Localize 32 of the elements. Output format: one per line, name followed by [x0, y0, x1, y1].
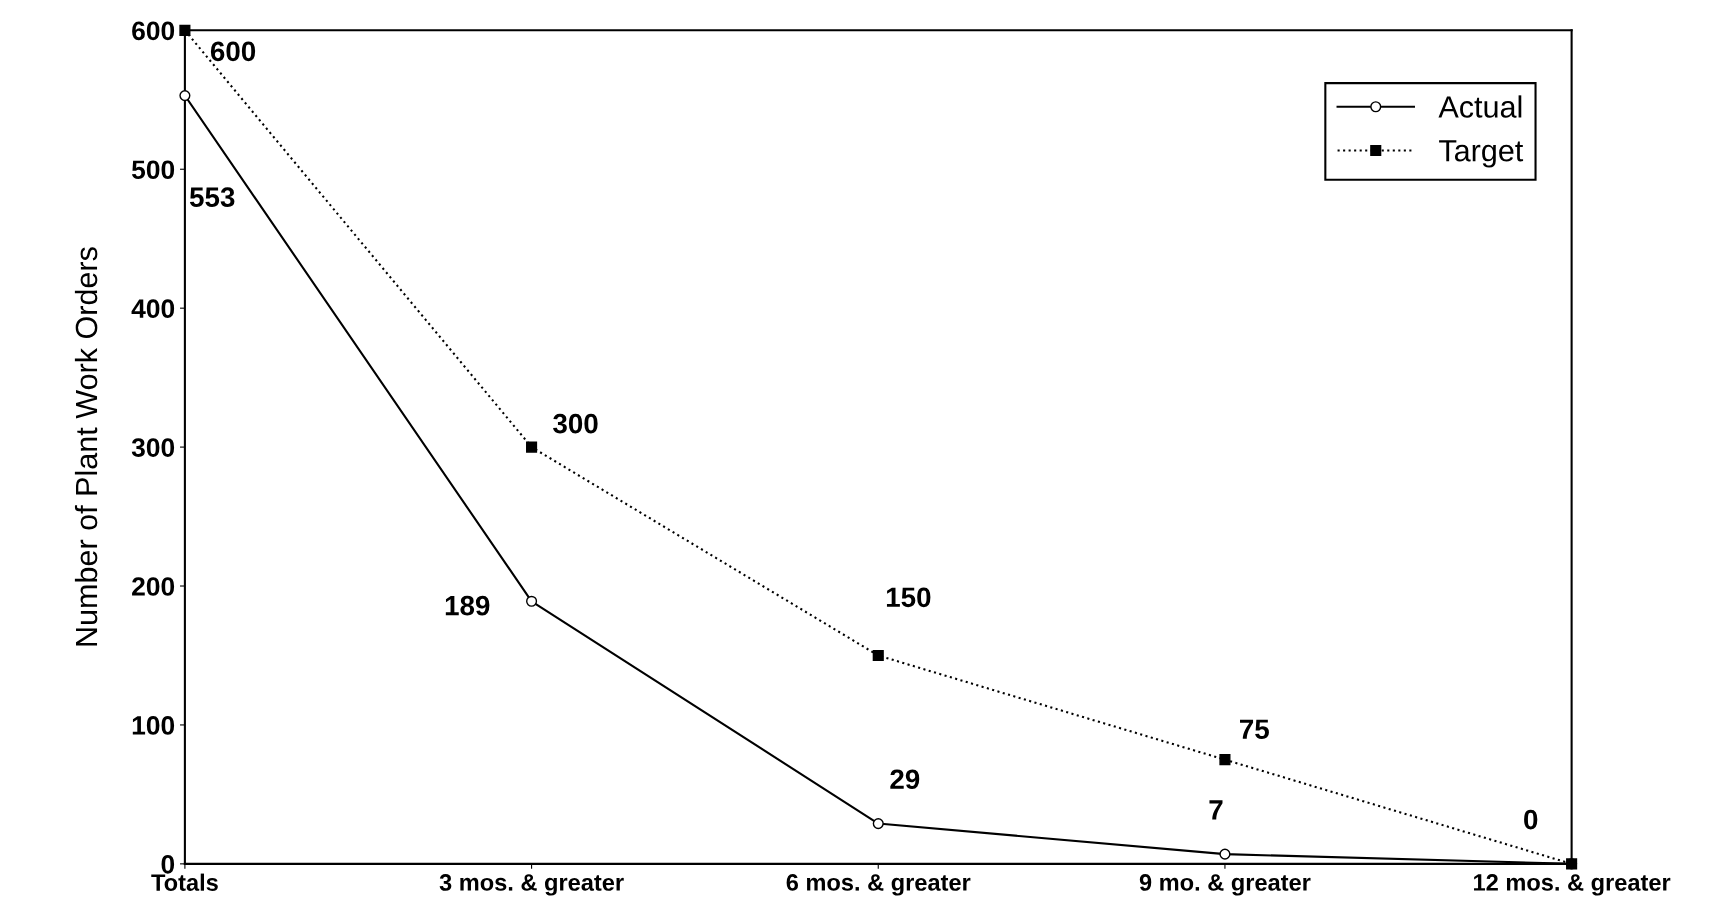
point — [872, 818, 884, 830]
data-label: 0 — [1524, 809, 1538, 830]
y-tick-label: 600 — [132, 21, 175, 41]
point — [179, 24, 191, 36]
y-tick-label: 400 — [131, 299, 175, 318]
y-tick-label: 0 — [161, 854, 175, 874]
y-tick-label: 300 — [131, 438, 175, 457]
point — [526, 441, 538, 453]
data-label: 600 — [210, 41, 256, 62]
data-label: 300 — [553, 413, 598, 434]
x-tick-label: Totals — [151, 873, 218, 891]
point — [872, 649, 884, 662]
y-tick-label: 100 — [132, 716, 175, 735]
data-label: 189 — [445, 595, 490, 616]
y-axis-title: Number of Plant Work Orders — [74, 247, 98, 646]
data-label: 150 — [886, 587, 931, 608]
point — [1219, 754, 1231, 766]
y-tick-label: 500 — [131, 160, 175, 180]
data-label: 7 — [1209, 800, 1223, 820]
x-tick-label: 6 mos. & greater — [786, 874, 971, 896]
data-label: 75 — [1240, 719, 1269, 740]
data-label: 29 — [890, 769, 920, 790]
point — [1219, 848, 1231, 860]
data-label: 553 — [189, 187, 235, 208]
legend-label: Actual — [1438, 95, 1522, 118]
x-tick-label: 12 mos. & greater — [1474, 874, 1671, 896]
x-tick-label: 3 mos. & greater — [439, 874, 624, 896]
legend-label: Target — [1439, 140, 1524, 168]
point — [526, 595, 538, 607]
point — [179, 90, 191, 102]
x-tick-label: 9 mo. & greater — [1139, 874, 1311, 896]
y-tick-label: 200 — [132, 577, 175, 596]
